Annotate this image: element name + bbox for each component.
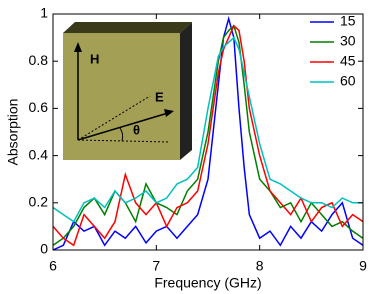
inset: H E θ xyxy=(63,22,192,160)
legend-label: 15 xyxy=(340,13,356,29)
plot-frame xyxy=(52,13,364,251)
series-line xyxy=(52,24,364,247)
x-tick-label: 9 xyxy=(359,258,367,274)
e-label: E xyxy=(155,89,164,104)
y-tick-label: 1 xyxy=(40,5,48,21)
series-line xyxy=(52,36,363,223)
x-tick-label: 6 xyxy=(49,258,57,274)
y-tick-label: 0.6 xyxy=(29,99,49,115)
theta-label: θ xyxy=(133,122,140,137)
y-tick-label: 0.8 xyxy=(29,52,49,68)
angle-arc xyxy=(119,127,124,142)
series-line xyxy=(52,24,364,246)
dotted-base xyxy=(77,139,171,143)
box-top xyxy=(63,22,192,33)
e-arrow xyxy=(77,112,169,141)
y-tick-label: 0.4 xyxy=(29,146,49,162)
e-arrowhead xyxy=(164,109,174,117)
y-tick-label: 0.2 xyxy=(29,194,49,210)
x-tick-label: 7 xyxy=(152,258,160,274)
y-axis-label: Absorption xyxy=(5,99,21,166)
legend-label: 30 xyxy=(340,33,356,49)
h-label: H xyxy=(90,51,99,66)
legend-label: 60 xyxy=(340,73,356,89)
h-arrowhead xyxy=(74,42,82,52)
x-tick-label: 8 xyxy=(256,258,264,274)
box-side xyxy=(180,22,192,160)
legend-label: 45 xyxy=(340,53,356,69)
y-tick-label: 0 xyxy=(40,241,48,257)
x-axis-label: Frequency (GHz) xyxy=(154,275,261,291)
